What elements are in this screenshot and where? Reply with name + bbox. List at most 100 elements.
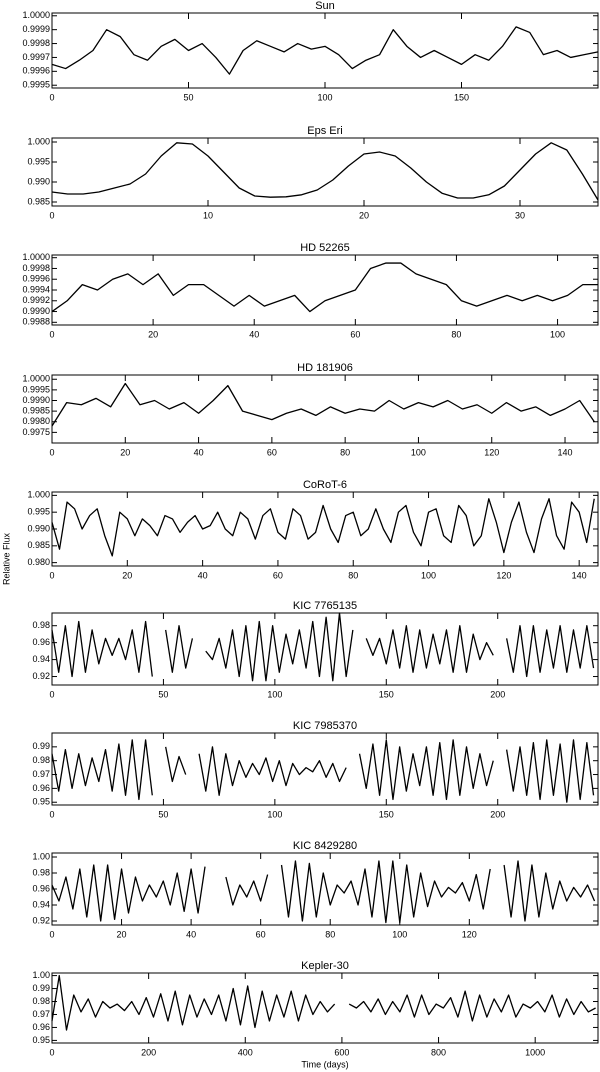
y-tick-label: 0.9995: [22, 384, 50, 394]
x-tick-label: 10: [203, 210, 213, 220]
x-tick-label: 400: [238, 1047, 253, 1057]
y-tick-label: 0.98: [32, 867, 50, 877]
x-tick-label: 0: [49, 929, 54, 939]
panel-title: Kepler-30: [301, 960, 349, 972]
panel-title: Eps Eri: [307, 125, 342, 137]
y-tick-label: 0.98: [32, 755, 50, 765]
y-tick-label: 0.990: [27, 176, 50, 186]
y-tick-label: 0.985: [27, 540, 50, 550]
panel-title: KIC 7765135: [293, 600, 357, 612]
panel-title: KIC 8429280: [293, 840, 357, 852]
y-tick-label: 0.9988: [22, 317, 50, 327]
x-tick-label: 600: [334, 1047, 349, 1057]
y-tick-label: 0.94: [32, 899, 50, 909]
y-tick-label: 0.9999: [22, 24, 50, 34]
x-tick-label: 50: [158, 689, 168, 699]
y-tick-label: 0.9985: [22, 406, 50, 416]
y-tick-label: 0.96: [32, 1022, 50, 1032]
y-tick-label: 0.96: [32, 783, 50, 793]
x-tick-label: 140: [558, 447, 573, 457]
y-tick-label: 1.0000: [22, 10, 50, 20]
x-tick-label: 0: [49, 689, 54, 699]
y-tick-label: 0.9998: [22, 263, 50, 273]
y-tick-label: 0.9995: [22, 80, 50, 90]
x-tick-label: 60: [256, 929, 266, 939]
x-tick-label: 60: [273, 570, 283, 580]
x-tick-label: 150: [379, 809, 394, 819]
x-tick-label: 0: [49, 1047, 54, 1057]
x-tick-label: 20: [359, 210, 369, 220]
panel-title: Sun: [315, 0, 335, 12]
plot-frame: [51, 12, 599, 89]
plot-frame: [51, 254, 599, 326]
y-tick-label: 0.98: [32, 620, 50, 630]
y-tick-label: 1.000: [27, 136, 50, 146]
x-tick-label: 120: [462, 929, 477, 939]
x-tick-label: 80: [451, 329, 461, 339]
x-tick-label: 120: [484, 447, 499, 457]
y-tick-label: 0.985: [27, 196, 50, 206]
x-tick-label: 40: [194, 447, 204, 457]
y-tick-label: 0.97: [32, 1009, 50, 1019]
x-tick-label: 0: [49, 809, 54, 819]
x-tick-label: 50: [158, 809, 168, 819]
x-tick-label: 200: [141, 1047, 156, 1057]
x-tick-label: 100: [392, 929, 407, 939]
light-curve: [51, 142, 599, 201]
x-tick-label: 20: [148, 329, 158, 339]
x-tick-label: 0: [49, 570, 54, 580]
x-tick-label: 100: [421, 570, 436, 580]
light-curve: [51, 739, 595, 803]
y-tick-label: 0.98: [32, 996, 50, 1006]
light-curve: [51, 860, 596, 924]
x-tick-label: 100: [317, 92, 332, 102]
x-tick-label: 120: [496, 570, 511, 580]
light-curve: [51, 498, 595, 557]
y-tick-label: 0.94: [32, 654, 50, 664]
panel-title: CoRoT-6: [303, 479, 347, 491]
x-tick-label: 30: [515, 210, 525, 220]
y-tick-label: 0.9997: [22, 52, 50, 62]
y-tick-label: 0.92: [32, 915, 50, 925]
x-tick-label: 0: [49, 92, 54, 102]
panel-title: HD 181906: [297, 362, 353, 374]
y-tick-label: 1.00: [32, 970, 50, 980]
light-curve: [51, 262, 598, 313]
y-tick-label: 1.00: [32, 851, 50, 861]
x-tick-label: 100: [267, 809, 282, 819]
y-axis-label: Relative Flux: [1, 532, 11, 585]
x-tick-label: 140: [572, 570, 587, 580]
x-tick-label: 20: [117, 929, 127, 939]
light-curve: [51, 26, 599, 75]
x-tick-label: 200: [490, 809, 505, 819]
x-tick-label: 60: [350, 329, 360, 339]
plot-frame: [51, 374, 599, 444]
y-tick-label: 0.97: [32, 769, 50, 779]
plot-frame: [51, 732, 599, 806]
y-tick-label: 0.99: [32, 741, 50, 751]
y-tick-label: 0.9975: [22, 427, 50, 437]
y-tick-label: 0.995: [27, 507, 50, 517]
plot-frame: [51, 612, 599, 686]
y-tick-label: 0.9998: [22, 38, 50, 48]
x-tick-label: 80: [340, 447, 350, 457]
y-tick-label: 0.980: [27, 557, 50, 567]
y-tick-label: 0.9996: [22, 66, 50, 76]
panel-title: KIC 7985370: [293, 720, 357, 732]
x-tick-label: 40: [186, 929, 196, 939]
x-tick-label: 1000: [525, 1047, 545, 1057]
y-tick-label: 0.9994: [22, 284, 50, 294]
plot-frame: [51, 137, 599, 207]
y-tick-label: 0.95: [32, 1035, 50, 1045]
x-tick-label: 40: [249, 329, 259, 339]
y-tick-label: 0.95: [32, 797, 50, 807]
y-tick-label: 0.990: [27, 523, 50, 533]
x-tick-label: 40: [198, 570, 208, 580]
light-curve: [51, 974, 596, 1031]
x-tick-label: 50: [183, 92, 193, 102]
y-tick-label: 0.92: [32, 671, 50, 681]
x-tick-label: 800: [431, 1047, 446, 1057]
y-tick-label: 1.000: [27, 490, 50, 500]
panel-title: HD 52265: [300, 242, 350, 254]
